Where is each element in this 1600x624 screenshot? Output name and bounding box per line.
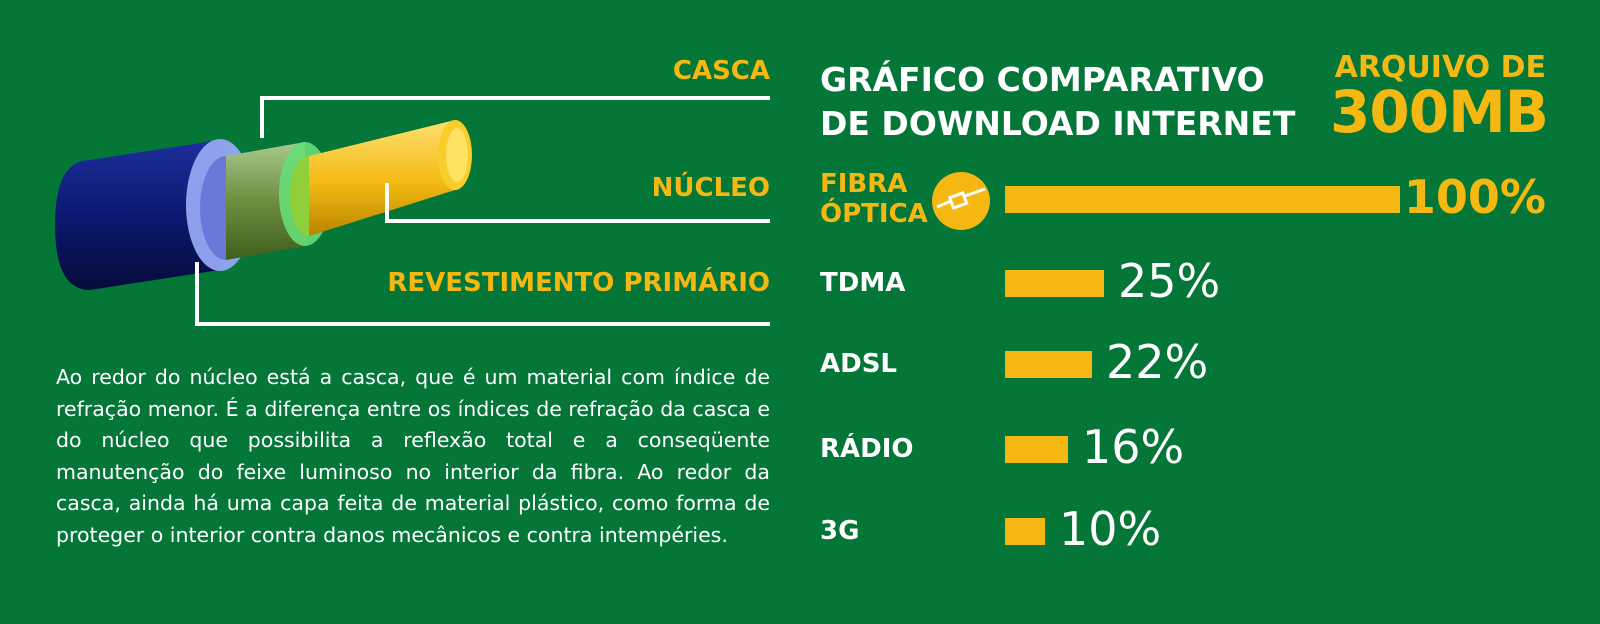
nucleo-pointer-line: [385, 183, 770, 223]
description-paragraph: Ao redor do núcleo está a casca, que é u…: [56, 365, 770, 547]
chart-title: GRÁFICO COMPARATIVO DE DOWNLOAD INTERNET: [820, 58, 1295, 146]
value-label-0: 100%: [1403, 170, 1546, 224]
category-label-1: TDMA: [820, 268, 905, 298]
value-label-3: 16%: [1082, 420, 1185, 474]
bar-2: [1005, 351, 1092, 378]
category-label-line: RÁDIO: [820, 434, 914, 464]
file-label-size: 300MB: [1330, 78, 1549, 146]
value-label-4: 10%: [1059, 502, 1162, 556]
cable-core: [309, 120, 472, 236]
fiber-cable-illustration: [55, 120, 472, 290]
category-label-0: FIBRA ÓPTICA: [820, 169, 928, 229]
category-label-line: 3G: [820, 516, 860, 546]
label-nucleo: NÚCLEO: [651, 173, 770, 203]
fiber-optic-icon: [932, 172, 990, 230]
value-label-1: 25%: [1118, 254, 1221, 308]
revestimento-pointer-line: [195, 262, 770, 326]
bar-0: [1005, 186, 1400, 213]
category-label-2: ADSL: [820, 349, 897, 379]
label-casca: CASCA: [672, 56, 770, 86]
category-label-line: TDMA: [820, 268, 906, 298]
value-label-2: 22%: [1106, 335, 1209, 389]
category-label-line: FIBRA: [820, 169, 908, 199]
chart-title-line-2: DE DOWNLOAD INTERNET: [820, 104, 1296, 143]
bar-3: [1005, 436, 1068, 463]
bar-1: [1005, 270, 1104, 297]
category-label-4: 3G: [820, 516, 859, 546]
category-label-line: ADSL: [820, 349, 897, 379]
file-label-prefix: ARQUIVO DE: [1334, 50, 1546, 85]
chart-title-line-1: GRÁFICO COMPARATIVO: [820, 60, 1265, 99]
bar-4: [1005, 518, 1045, 545]
category-label-line: ÓPTICA: [820, 199, 928, 229]
label-revestimento-primario: REVESTIMENTO PRIMÁRIO: [387, 268, 770, 298]
casca-pointer-line: [260, 96, 770, 138]
category-label-3: RÁDIO: [820, 434, 914, 464]
